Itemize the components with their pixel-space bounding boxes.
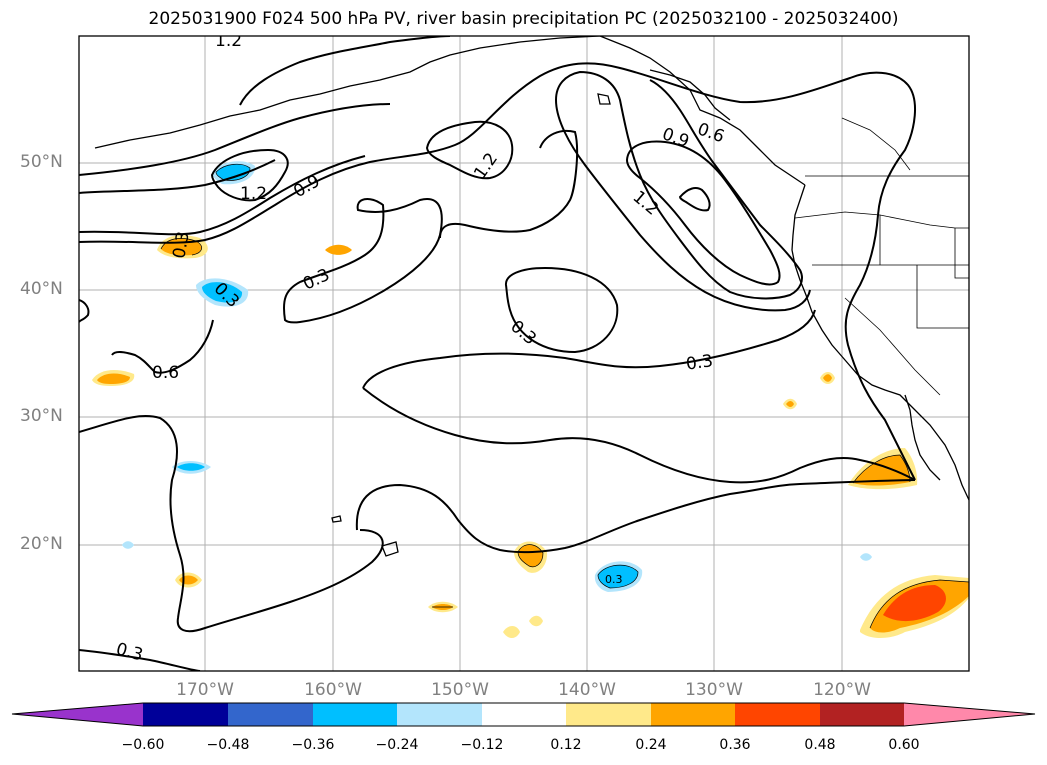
colorbar-segment — [820, 703, 904, 726]
precip-positive-patch — [529, 615, 543, 627]
contour-label: 0.3 — [685, 351, 715, 375]
coastline-gulf-of-alaska — [599, 36, 806, 186]
pv-contour-0.3 — [282, 198, 443, 324]
pv-contour-0.3 — [79, 299, 90, 323]
pv-contour-0.3 — [79, 649, 201, 671]
colorbar-segment — [313, 703, 397, 726]
contour-label: 1.2 — [240, 184, 267, 204]
pv-contour-0.3 — [79, 159, 276, 194]
precip-positive-patch — [503, 626, 520, 638]
pv-contour-0.9 — [239, 36, 451, 106]
pv-contour-1.2 — [625, 140, 781, 286]
lat-label: 20°N — [20, 534, 63, 554]
border-states — [841, 117, 911, 171]
contour-label: 0.6 — [152, 363, 179, 383]
pv-contour-1.2 — [425, 120, 514, 180]
colorbar-tick-label: 0.24 — [635, 737, 667, 753]
pv-contour-0.6 — [111, 319, 214, 374]
coastlines — [94, 36, 969, 557]
lat-label: 50°N — [20, 152, 63, 172]
pv-contour-1.2 — [678, 187, 711, 212]
contour-label: 0.3 — [169, 230, 193, 260]
colorbar-segment — [651, 703, 735, 726]
precip-positive-patch — [823, 374, 832, 382]
precip-negative-patch — [202, 282, 243, 303]
precip-negative-patch — [598, 565, 638, 588]
precip-positive-patch — [518, 544, 543, 567]
colorbar-segment — [482, 703, 566, 726]
precip-positive-patch — [883, 585, 946, 622]
contour-label: 1.2 — [215, 31, 242, 51]
island — [381, 541, 399, 557]
pv-contour-0.3 — [79, 62, 916, 481]
colorbar-segment — [735, 703, 820, 726]
colorbar-tick-label: −0.48 — [206, 737, 250, 753]
lon-label: 130°W — [685, 680, 743, 700]
colorbar-tick-label: −0.60 — [121, 737, 165, 753]
coastline-west-coast — [791, 184, 969, 501]
pv-contour-0.3 — [505, 266, 619, 354]
pv-contour-0.9 — [555, 99, 811, 312]
pv-contour-1.2 — [210, 148, 289, 202]
precip-negative-patch — [177, 463, 205, 471]
colorbar-extend-right — [904, 703, 1035, 726]
pv-contour-0.3 — [79, 103, 391, 176]
map-title: 2025031900 F024 500 hPa PV, river basin … — [148, 9, 899, 29]
colorbar-tick-label: 0.12 — [550, 737, 582, 753]
coastline-baja — [904, 394, 941, 481]
map-border — [78, 35, 970, 672]
border-states — [916, 265, 969, 329]
contour-label: 0.3 — [605, 573, 623, 586]
precip-negative-patch — [122, 541, 134, 549]
colorbar-tick-label: 0.36 — [719, 737, 751, 753]
precip-positive-patch — [97, 373, 130, 384]
lon-label: 160°W — [304, 680, 362, 700]
colorbar-tick-label: 0.60 — [888, 737, 920, 753]
lon-label: 120°W — [813, 680, 871, 700]
pv-contour-0.9 — [439, 129, 579, 239]
precip-negative-patch — [216, 164, 250, 181]
colorbar-segment — [143, 703, 228, 726]
colorbar-outline — [11, 702, 1036, 727]
precip-positive-patch — [853, 455, 910, 486]
island — [597, 93, 611, 105]
colorbar-tick-label: 0.48 — [804, 737, 836, 753]
border-states — [844, 297, 941, 396]
precip-positive-patch — [786, 401, 794, 407]
colorbar — [11, 702, 1036, 727]
pv-contour-0.3 — [355, 479, 916, 554]
lon-label: 150°W — [431, 680, 489, 700]
precip-positive-patch — [325, 244, 352, 255]
pv-contour-0.3 — [362, 309, 816, 389]
colorbar-tick-label: −0.36 — [291, 737, 335, 753]
coastline-islands — [649, 69, 731, 121]
colorbar-segment — [397, 703, 482, 726]
borders — [794, 117, 969, 396]
pv-contours — [79, 36, 916, 671]
pv-contour-0.9 — [555, 70, 803, 300]
island — [331, 515, 342, 523]
coastline-alaska — [94, 36, 601, 149]
pv-contour-0.3 — [79, 155, 366, 236]
lat-label: 30°N — [20, 406, 63, 426]
colorbar-tick-label: −0.12 — [460, 737, 504, 753]
border-states — [954, 228, 969, 279]
colorbar-tick-label: −0.24 — [375, 737, 419, 753]
graticule — [79, 36, 969, 671]
lat-label: 40°N — [20, 279, 63, 299]
lon-label: 170°W — [176, 680, 234, 700]
precip-negative-patch — [860, 553, 872, 561]
lon-label: 140°W — [558, 680, 616, 700]
colorbar-extend-left — [12, 703, 143, 726]
pv-contour-0.3 — [362, 387, 916, 484]
pv-contour-0.3 — [79, 415, 384, 633]
colorbar-segment — [566, 703, 651, 726]
colorbar-segment — [228, 703, 313, 726]
